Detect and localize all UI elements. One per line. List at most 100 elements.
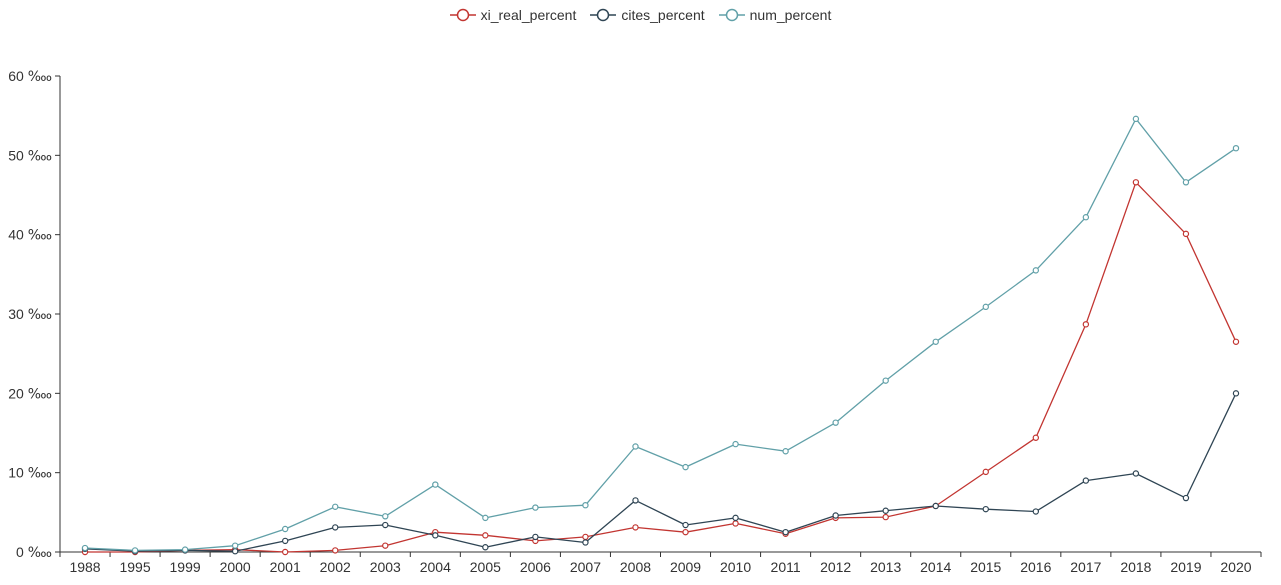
y-tick-label: 0 ‱ (16, 544, 52, 560)
x-tick-label: 2005 (470, 559, 501, 575)
data-point-num-percent (1032, 267, 1040, 274)
x-tick-label: 2017 (1070, 559, 1101, 575)
data-point-cites-percent (382, 521, 389, 529)
x-tick-label: 2018 (1120, 559, 1151, 575)
y-tick-label: 20 ‱ (8, 385, 52, 401)
x-tick-label: 1999 (170, 559, 201, 575)
legend-item-num-percent[interactable]: num_percent (718, 7, 832, 23)
data-point-xi-real-percent (332, 547, 339, 554)
data-point-num-percent (1232, 144, 1240, 152)
x-tick-label: 2016 (1020, 559, 1051, 575)
series-line-num-percent (84, 118, 1237, 552)
x-tick-label: 2011 (771, 559, 801, 575)
data-point-cites-percent (732, 514, 739, 522)
legend-label: xi_real_percent (480, 7, 577, 23)
data-point-num-percent (332, 503, 339, 510)
series-line-xi-real-percent (85, 181, 1237, 553)
data-point-cites-percent (782, 528, 789, 536)
data-point-num-percent (982, 303, 989, 311)
data-point-cites-percent (832, 512, 839, 519)
data-point-num-percent (682, 463, 689, 471)
data-point-cites-percent (332, 524, 339, 531)
data-point-cites-percent (582, 539, 589, 546)
data-point-cites-percent (632, 497, 639, 504)
legend-item-cites-percent[interactable]: cites_percent (590, 7, 705, 23)
data-point-cites-percent (1232, 390, 1240, 397)
data-point-xi-real-percent (281, 548, 289, 556)
data-point-cites-percent (432, 532, 439, 539)
chart-legend: xi_real_percent cites_percent num_percen… (0, 4, 1281, 26)
data-point-xi-real-percent (1032, 434, 1040, 441)
x-tick-label: 1995 (119, 559, 150, 575)
x-tick-label: 2007 (570, 559, 601, 575)
data-point-num-percent (1132, 115, 1140, 123)
data-point-num-percent (181, 546, 189, 553)
data-point-num-percent (482, 514, 489, 522)
data-point-xi-real-percent (382, 542, 389, 549)
data-point-num-percent (732, 440, 739, 448)
data-point-cites-percent (482, 544, 489, 551)
data-point-xi-real-percent (632, 524, 639, 531)
data-point-cites-percent (982, 505, 989, 513)
x-tick-label: 2003 (370, 559, 401, 575)
data-point-xi-real-percent (482, 532, 489, 539)
data-point-xi-real-percent (1082, 321, 1090, 328)
y-tick-label: 10 ‱ (8, 465, 52, 481)
data-point-num-percent (432, 481, 439, 488)
x-tick-label: 2009 (670, 559, 701, 575)
x-tick-label: 2015 (970, 559, 1001, 575)
data-point-xi-real-percent (1132, 179, 1140, 186)
data-point-cites-percent (682, 521, 689, 529)
data-point-num-percent (1182, 179, 1190, 186)
data-point-num-percent (882, 377, 889, 384)
data-point-xi-real-percent (1232, 338, 1240, 345)
legend-marker-icon (718, 8, 745, 22)
x-tick-label: 2013 (870, 559, 901, 575)
data-point-num-percent (281, 525, 289, 533)
data-point-xi-real-percent (732, 520, 739, 527)
legend-item-xi-real-percent[interactable]: xi_real_percent (449, 7, 577, 23)
data-point-cites-percent (1182, 494, 1190, 502)
x-tick-label: 2000 (220, 559, 251, 575)
legend-label: cites_percent (621, 7, 705, 23)
data-point-xi-real-percent (582, 533, 589, 541)
data-point-num-percent (131, 547, 139, 554)
x-tick-label: 1988 (69, 559, 100, 575)
x-tick-label: 2006 (520, 559, 551, 575)
data-point-num-percent (1082, 214, 1090, 221)
x-tick-label: 2001 (270, 559, 301, 575)
legend-marker-icon (449, 8, 476, 22)
data-point-cites-percent (231, 548, 239, 555)
y-tick-label: 30 ‱ (8, 306, 52, 322)
x-tick-label: 2012 (820, 559, 851, 575)
data-point-num-percent (81, 544, 89, 552)
x-tick-label: 2004 (420, 559, 451, 575)
data-point-xi-real-percent (982, 468, 989, 476)
x-tick-label: 2020 (1220, 559, 1251, 575)
series-line-cites-percent (84, 393, 1237, 552)
data-point-num-percent (932, 338, 939, 345)
data-point-cites-percent (281, 537, 289, 545)
data-point-num-percent (632, 443, 639, 450)
data-point-cites-percent (1132, 470, 1140, 477)
data-point-num-percent (582, 501, 589, 509)
data-point-num-percent (782, 448, 789, 455)
legend-marker-icon (590, 8, 617, 22)
data-point-num-percent (231, 542, 239, 549)
data-point-xi-real-percent (882, 513, 889, 521)
data-point-num-percent (832, 419, 839, 426)
data-point-cites-percent (932, 502, 939, 510)
x-tick-label: 2010 (720, 559, 751, 575)
data-point-cites-percent (1082, 477, 1090, 484)
data-point-xi-real-percent (682, 528, 689, 536)
y-tick-label: 40 ‱ (8, 227, 52, 243)
y-tick-label: 60 ‱ (8, 68, 52, 84)
data-point-num-percent (532, 504, 539, 511)
y-tick-label: 50 ‱ (8, 147, 52, 163)
x-tick-label: 2008 (620, 559, 651, 575)
data-point-num-percent (382, 513, 389, 520)
x-tick-label: 2014 (920, 559, 951, 575)
data-point-cites-percent (532, 533, 539, 541)
legend-label: num_percent (749, 7, 832, 23)
